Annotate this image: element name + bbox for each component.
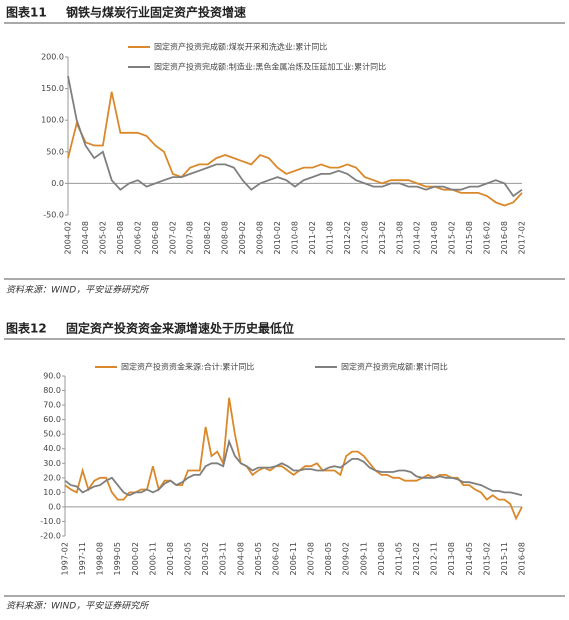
y-tick-label: 30.0 — [43, 459, 61, 468]
x-tick-label: 2007-08 — [307, 542, 316, 575]
x-tick-label: 2004-08 — [81, 221, 90, 254]
x-tick-label: 2010-08 — [291, 221, 300, 254]
y-tick-label: 50.0 — [43, 430, 61, 439]
x-tick-label: 2015-11 — [500, 542, 509, 575]
x-tick-label: 2010-08 — [377, 542, 386, 575]
chart-title: 钢铁与煤炭行业固定资产投资增速 — [66, 5, 246, 20]
legend-label: 固定资产投资完成额:制造业:黑色金属冶炼及压延加工业:累计同比 — [154, 62, 386, 72]
x-tick-label: 1999-05 — [113, 542, 122, 575]
x-tick-label: 2013-02 — [378, 221, 387, 254]
x-tick-label: 2012-11 — [430, 542, 439, 575]
x-tick-label: 2015-08 — [465, 221, 474, 254]
x-tick-label: 2015-02 — [448, 221, 457, 254]
x-tick-label: 2002-05 — [184, 542, 193, 575]
y-tick-label: 60.0 — [43, 415, 61, 424]
x-tick-label: 2012-02 — [343, 221, 352, 254]
y-tick-label: 200.0 — [41, 53, 64, 62]
source-note: 资料来源：WIND，平安证券研究所 — [6, 285, 150, 296]
x-tick-label: 2003-02 — [201, 542, 210, 575]
data-line — [67, 75, 523, 198]
data-line — [64, 438, 523, 497]
x-tick-label: 1997-02 — [61, 542, 70, 575]
x-tick-label: 2005-05 — [254, 542, 263, 575]
x-tick-label: 2006-02 — [271, 542, 280, 575]
x-tick-label: 2009-08 — [256, 221, 265, 254]
x-tick-label: 2006-08 — [151, 221, 160, 254]
x-tick-label: 2004-08 — [236, 542, 245, 575]
x-tick-label: 2000-02 — [131, 542, 140, 575]
x-tick-label: 1998-08 — [96, 542, 105, 575]
y-tick-label: 50.0 — [46, 147, 64, 156]
x-tick-label: 2014-08 — [430, 221, 439, 254]
x-tick-label: 2013-08 — [395, 221, 404, 254]
y-tick-label: 0.0 — [48, 502, 61, 511]
y-tick-label: 10.0 — [43, 488, 61, 497]
x-tick-label: 2016-08 — [500, 221, 509, 254]
x-tick-label: 2012-02 — [412, 542, 421, 575]
y-tick-label: 70.0 — [43, 401, 61, 410]
x-tick-label: 2004-02 — [64, 221, 73, 254]
x-tick-label: 2016-02 — [483, 221, 492, 254]
x-tick-label: 2011-02 — [308, 221, 317, 254]
x-tick-label: 2006-11 — [289, 542, 298, 575]
x-tick-label: 2009-02 — [238, 221, 247, 254]
x-tick-label: 2009-11 — [359, 542, 368, 575]
figure-label: 图表11 — [6, 5, 47, 20]
y-tick-label: 90.0 — [43, 372, 61, 381]
x-tick-label: 2013-08 — [447, 542, 456, 575]
x-tick-label: 2011-05 — [394, 542, 403, 575]
x-tick-label: 2001-08 — [166, 542, 175, 575]
x-tick-label: 1997-11 — [78, 542, 87, 575]
x-tick-label: 2010-02 — [273, 221, 282, 254]
x-tick-label: 2000-11 — [148, 542, 157, 575]
x-tick-label: 2008-02 — [203, 221, 212, 254]
source-note: 资料来源：WIND，平安证券研究所 — [6, 601, 150, 612]
legend-label: 固定资产投资完成额:煤炭开采和洗选业:累计同比 — [154, 42, 327, 52]
legend-label: 固定资产投资资金来源:合计:累计同比 — [121, 362, 254, 372]
x-tick-label: 2007-08 — [186, 221, 195, 254]
x-tick-label: 2005-08 — [116, 221, 125, 254]
x-tick-label: 2012-08 — [360, 221, 369, 254]
y-tick-label: 80.0 — [43, 386, 61, 395]
y-tick-label: 20.0 — [43, 473, 61, 482]
x-tick-label: 2014-05 — [465, 542, 474, 575]
x-tick-label: 2009-02 — [342, 542, 351, 575]
x-tick-label: 2016-08 — [518, 542, 527, 575]
y-tick-label: 100.0 — [41, 116, 64, 125]
x-tick-label: 2008-05 — [324, 542, 333, 575]
y-tick-label: 40.0 — [43, 444, 61, 453]
y-tick-label: -20.0 — [40, 532, 61, 541]
legend-label: 固定资产投资完成额:累计同比 — [341, 362, 448, 372]
x-tick-label: 2014-02 — [413, 221, 422, 254]
y-tick-label: -50.0 — [43, 211, 64, 220]
x-tick-label: 2015-02 — [482, 542, 491, 575]
figure-label: 图表12 — [6, 321, 47, 336]
x-tick-label: 2017-02 — [518, 221, 527, 254]
x-tick-label: 2005-02 — [98, 221, 107, 254]
y-tick-label: -10.0 — [40, 517, 61, 526]
data-line — [67, 91, 523, 207]
data-line — [64, 397, 523, 521]
x-tick-label: 2007-02 — [168, 221, 177, 254]
x-tick-label: 2003-11 — [219, 542, 228, 575]
x-tick-label: 2008-08 — [221, 221, 230, 254]
y-tick-label: 0.0 — [51, 179, 64, 188]
x-tick-label: 2011-08 — [325, 221, 334, 254]
chart-title: 固定资产投资资金来源增速处于历史最低位 — [66, 321, 294, 336]
x-tick-label: 2006-02 — [133, 221, 142, 254]
y-tick-label: 150.0 — [41, 84, 64, 93]
